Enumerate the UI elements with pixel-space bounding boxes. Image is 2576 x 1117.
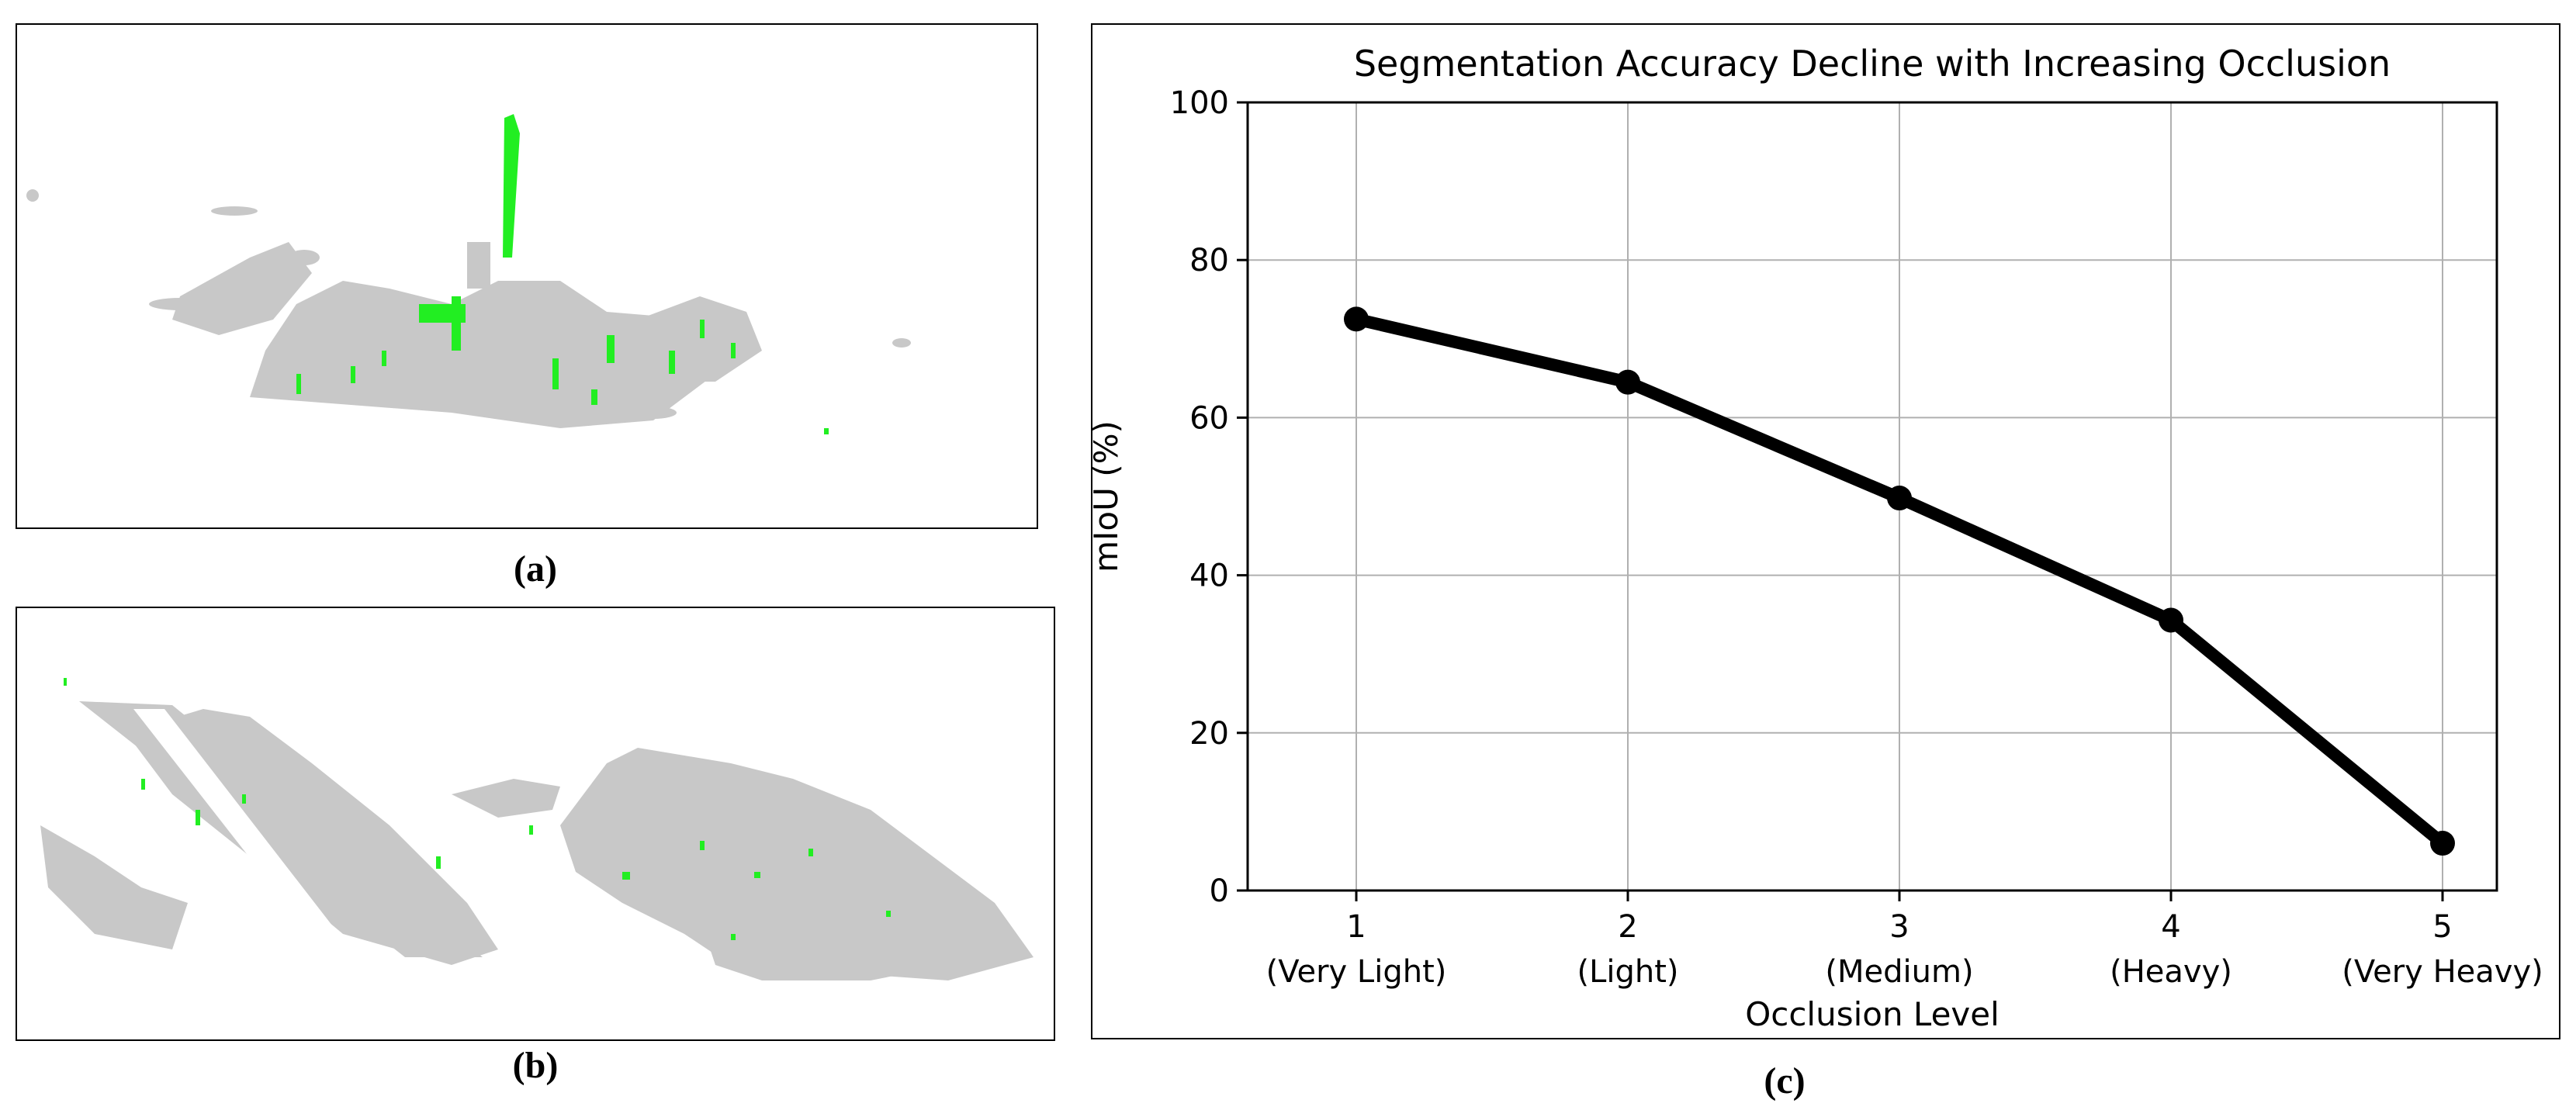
y-axis: 0 20 40 60 80 100 <box>1170 85 1248 909</box>
caption-c: (c) <box>1764 1060 1806 1101</box>
y-tick-label: 60 <box>1189 400 1229 436</box>
caption-a: (a) <box>514 548 557 590</box>
y-tick-label: 100 <box>1170 85 1229 121</box>
data-point <box>1344 306 1369 332</box>
point-cloud-view-b <box>16 607 1055 1041</box>
y-tick-label: 0 <box>1210 873 1229 909</box>
chart-panel: Segmentation Accuracy Decline with Incre… <box>1087 23 2560 1039</box>
chart-title: Segmentation Accuracy Decline with Incre… <box>1354 43 2391 85</box>
x-tick-number: 2 <box>1618 909 1637 945</box>
y-tick-label: 40 <box>1189 558 1229 594</box>
x-axis: 1 (Very Light) 2 (Light) 3 (Medium) 4 (Heavy) 5 (… <box>1266 890 2543 990</box>
x-tick-label: (Very Light) <box>1266 954 1447 990</box>
x-tick-number: 1 <box>1346 909 1366 945</box>
y-tick-label: 80 <box>1189 243 1229 278</box>
data-point <box>2159 607 2183 633</box>
data-point <box>2430 831 2455 856</box>
y-axis-label: mIoU (%) <box>1092 420 1125 572</box>
grid <box>1248 102 2497 891</box>
line-chart: Segmentation Accuracy Decline with Incre… <box>1087 43 2543 1033</box>
data-point <box>1615 369 1640 395</box>
point-cloud-view-a <box>16 23 1038 529</box>
point-cloud-b-graphic <box>40 678 1034 980</box>
data-point <box>1887 486 1912 511</box>
x-tick-label: (Very Heavy) <box>2342 954 2543 990</box>
x-axis-label: Occlusion Level <box>1745 995 2000 1033</box>
caption-b: (b) <box>512 1045 559 1086</box>
x-tick-label: (Heavy) <box>2110 954 2232 990</box>
x-tick-number: 5 <box>2432 909 2452 945</box>
x-tick-number: 3 <box>1889 909 1909 945</box>
series-line <box>1344 306 2455 856</box>
x-tick-number: 4 <box>2161 909 2180 945</box>
y-tick-label: 20 <box>1189 716 1229 752</box>
x-tick-label: (Light) <box>1577 954 1678 990</box>
plot-area <box>1246 101 2498 892</box>
x-tick-label: (Medium) <box>1825 954 1973 990</box>
point-cloud-a-graphic <box>26 114 911 434</box>
